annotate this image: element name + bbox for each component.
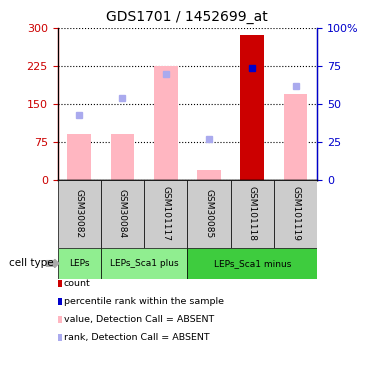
Bar <box>197 170 221 180</box>
Bar <box>67 135 91 180</box>
Text: GSM101119: GSM101119 <box>291 186 300 241</box>
Bar <box>187 248 317 279</box>
Text: rank, Detection Call = ABSENT: rank, Detection Call = ABSENT <box>63 333 209 342</box>
Text: LEPs_Sca1 minus: LEPs_Sca1 minus <box>214 259 291 268</box>
Bar <box>284 94 308 180</box>
Bar <box>101 180 144 248</box>
Bar <box>274 180 317 248</box>
Title: GDS1701 / 1452699_at: GDS1701 / 1452699_at <box>106 10 268 24</box>
Text: cell type: cell type <box>9 258 54 268</box>
Text: LEPs_Sca1 plus: LEPs_Sca1 plus <box>110 259 178 268</box>
Bar <box>144 180 187 248</box>
Bar <box>231 180 274 248</box>
Bar <box>58 180 101 248</box>
Text: GSM30082: GSM30082 <box>75 189 83 238</box>
Text: LEPs: LEPs <box>69 259 89 268</box>
Bar <box>240 35 264 180</box>
Bar <box>111 135 134 180</box>
Bar <box>187 180 231 248</box>
Text: percentile rank within the sample: percentile rank within the sample <box>63 297 223 306</box>
Text: count: count <box>63 279 90 288</box>
Text: GSM30085: GSM30085 <box>204 189 213 238</box>
Bar <box>58 248 101 279</box>
Text: value, Detection Call = ABSENT: value, Detection Call = ABSENT <box>63 315 214 324</box>
Bar <box>101 248 187 279</box>
Text: GSM30084: GSM30084 <box>118 189 127 238</box>
Text: GSM101117: GSM101117 <box>161 186 170 241</box>
Text: GSM101118: GSM101118 <box>248 186 257 241</box>
Bar <box>154 66 178 180</box>
